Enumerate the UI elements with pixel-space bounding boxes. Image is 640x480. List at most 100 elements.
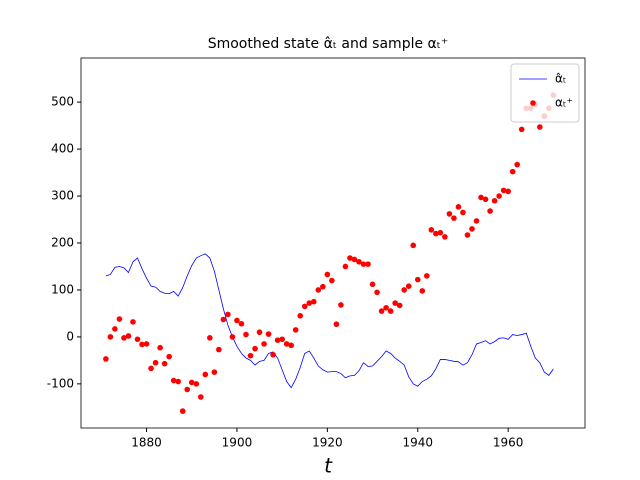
scatter-point [482, 196, 489, 203]
scatter-point [252, 345, 258, 352]
scatter-point [360, 261, 367, 267]
scatter-point [469, 226, 475, 232]
scatter-point [234, 317, 240, 324]
scatter-point [292, 327, 299, 333]
scatter-point [220, 316, 227, 323]
scatter-point [324, 271, 331, 278]
scatter-point [405, 283, 412, 289]
scatter-point [279, 336, 285, 343]
y-tick-label: 200 [51, 236, 74, 250]
legend-box [510, 63, 580, 123]
scatter-point [175, 378, 181, 385]
scatter-point [383, 304, 389, 311]
scatter-point [509, 168, 516, 175]
scatter-point [464, 232, 471, 238]
series-line [105, 253, 554, 389]
scatter-point [216, 346, 222, 353]
scatter-point [351, 256, 358, 263]
scatter-point [310, 298, 317, 305]
scatter-point [451, 215, 457, 221]
scatter-point [112, 326, 118, 332]
scatter-point [283, 341, 290, 347]
scatter-point [320, 283, 326, 290]
scatter-point [387, 308, 394, 314]
x-tick-label: 1880 [131, 436, 162, 450]
scatter-point [238, 320, 245, 327]
scatter-point [414, 276, 421, 283]
scatter-point [116, 316, 123, 322]
scatter-point [437, 229, 444, 236]
scatter-point [505, 188, 511, 195]
scatter-point [365, 261, 371, 267]
scatter-point [188, 379, 195, 386]
chart-title: Smoothed state α̂ₜ and sample αₜ⁺ [208, 36, 449, 52]
scatter-point [378, 308, 385, 314]
scatter-point [500, 187, 507, 194]
scatter-point [460, 209, 466, 216]
scatter-point [301, 303, 308, 310]
scatter-point [229, 334, 236, 340]
legend-label: α̂ₜ [555, 72, 566, 86]
scatter-point [184, 386, 191, 393]
scatter-point [179, 408, 186, 414]
scatter-point [410, 242, 417, 249]
scatter-point [202, 371, 209, 378]
scatter-point [374, 289, 380, 296]
scatter-point [265, 331, 272, 337]
y-tick-label: 400 [51, 142, 74, 156]
scatter-point [401, 287, 407, 293]
scatter-point [496, 193, 502, 199]
scatter-point [419, 288, 426, 294]
scatter-point [329, 277, 335, 284]
scatter-point [152, 359, 159, 366]
scatter-point [148, 365, 154, 372]
scatter-point [125, 333, 132, 339]
scatter-point [121, 335, 127, 341]
scatter-point [369, 281, 376, 288]
x-tick-label: 1920 [312, 436, 343, 450]
scatter-point [134, 336, 141, 343]
scatter-point [338, 302, 344, 308]
scatter-point [207, 335, 213, 341]
scatter-point [356, 258, 362, 265]
scatter-point [536, 124, 543, 130]
legend-marker [530, 100, 536, 106]
scatter-point [491, 197, 498, 204]
x-axis-label: t [324, 454, 333, 478]
scatter-point [514, 161, 520, 168]
scatter-point [107, 334, 114, 340]
scatter-point [103, 356, 109, 362]
scatter-point [315, 287, 322, 293]
scatter-point [243, 331, 249, 338]
scatter-point [130, 319, 136, 325]
scatter-point [433, 230, 439, 237]
scatter-point [487, 208, 493, 214]
plot-frame [80, 57, 586, 429]
scatter-point [518, 126, 525, 133]
y-tick-label: -100 [47, 376, 74, 390]
scatter-point [446, 211, 453, 217]
legend-label: αₜ⁺ [555, 96, 573, 110]
scatter-point [428, 227, 435, 233]
y-tick-label: 300 [51, 189, 74, 203]
scatter-point [478, 194, 484, 201]
scatter-point [392, 300, 398, 306]
scatter-point [306, 300, 313, 306]
scatter-point [261, 341, 267, 347]
scatter-point [342, 263, 349, 270]
y-tick-label: 500 [51, 95, 74, 109]
scatter-point [139, 341, 145, 348]
scatter-point [455, 204, 462, 210]
y-tick-label: 100 [51, 282, 74, 296]
scatter-point [247, 352, 254, 359]
scatter-point [297, 312, 304, 319]
scatter-point [256, 329, 263, 336]
scatter-point [161, 360, 168, 367]
x-tick-label: 1900 [222, 436, 253, 450]
x-tick-label: 1960 [493, 436, 524, 450]
scatter-point [274, 337, 281, 343]
scatter-point [270, 351, 276, 358]
scatter-point [347, 255, 353, 261]
scatter-point [157, 344, 163, 351]
